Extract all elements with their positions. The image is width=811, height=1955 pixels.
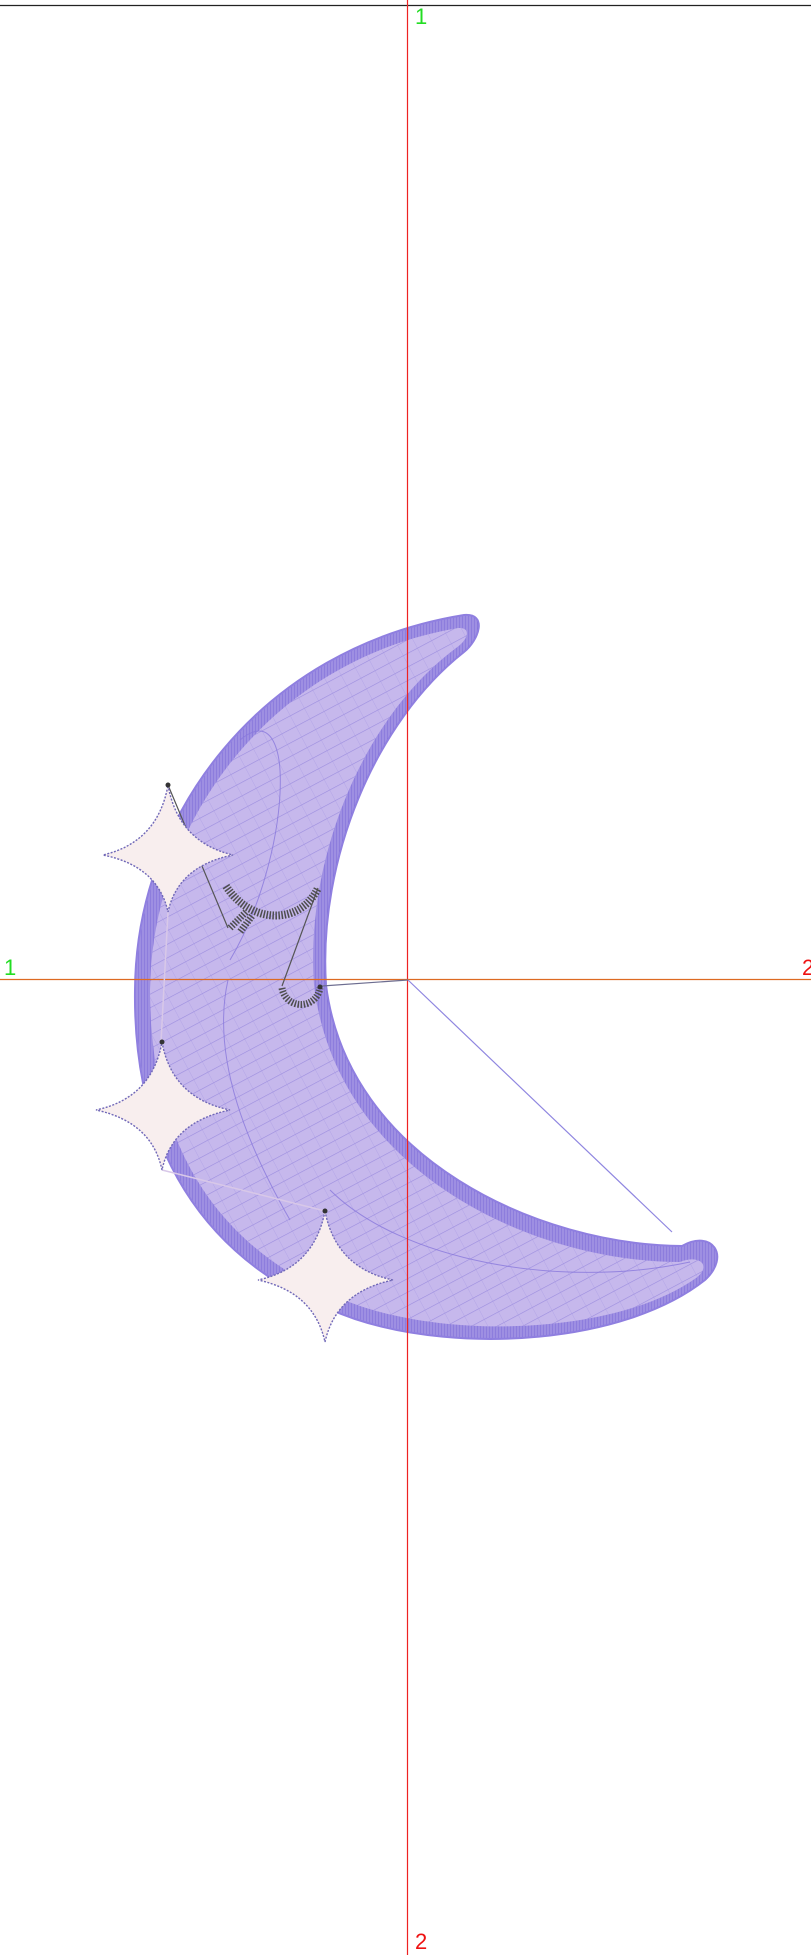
star-object[interactable]	[257, 1208, 394, 1343]
moon-stitch-path-2	[329, 1189, 691, 1273]
jump-line	[407, 979, 673, 1233]
smile-object[interactable]	[256, 984, 324, 1008]
sleeping-eye-object[interactable]	[222, 883, 322, 935]
smile-stroke	[278, 986, 324, 1008]
vertical-guide-start-label: 1	[415, 4, 428, 29]
jump-line	[160, 911, 169, 1043]
stitch-marker	[322, 1208, 328, 1214]
four-point-star-icon	[102, 784, 234, 913]
jump-line	[161, 1169, 326, 1212]
stitch-marker	[165, 782, 171, 788]
horizontal-guide-start-label: 1	[4, 955, 17, 980]
stitch-marker	[159, 1039, 165, 1045]
closed-eye-icon	[222, 883, 322, 920]
horizontal-guide-end-label: 2	[802, 955, 811, 980]
jump-line	[281, 887, 319, 987]
star-object[interactable]	[95, 1039, 231, 1171]
four-point-star-icon	[257, 1210, 394, 1343]
moon-fill-overlay	[150, 627, 704, 1327]
stitch-marker	[317, 984, 323, 990]
four-point-star-icon	[95, 1041, 231, 1171]
star-object[interactable]	[102, 782, 234, 913]
moon-object[interactable]	[133, 613, 719, 1340]
jump-line	[321, 979, 409, 987]
eyelash-stroke	[227, 909, 255, 935]
vertical-guide-end-label: 2	[415, 1929, 428, 1954]
